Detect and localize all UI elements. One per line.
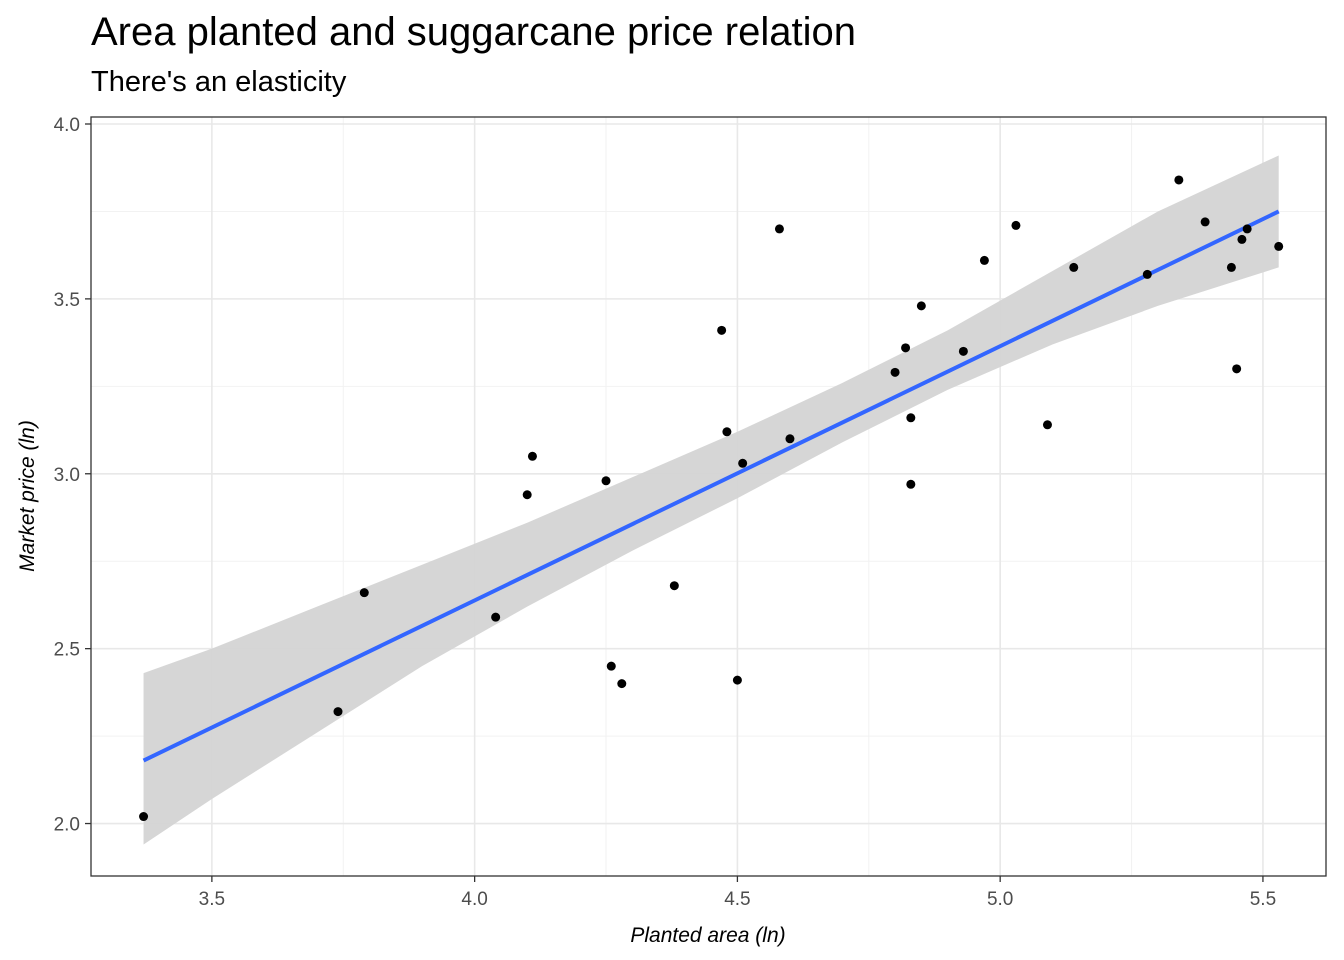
data-point (1011, 220, 1021, 230)
data-point (738, 458, 748, 468)
data-point (916, 301, 926, 311)
data-point (1232, 364, 1242, 374)
data-point (906, 413, 916, 423)
data-point (527, 451, 537, 461)
data-point (717, 325, 727, 335)
chart-title: Area planted and suggarcane price relati… (91, 10, 856, 54)
data-point (491, 612, 501, 622)
data-point (139, 812, 149, 822)
x-axis-title: Planted area (ln) (630, 924, 785, 947)
y-axis-title: Market price (ln) (16, 420, 39, 572)
y-tick-label: 2.0 (54, 815, 80, 836)
data-point (732, 675, 742, 685)
regression-line (142, 209, 1280, 763)
y-tick-label: 3.0 (54, 465, 80, 486)
data-point (522, 490, 532, 500)
data-point (1200, 217, 1210, 227)
data-point (1226, 262, 1236, 272)
data-point (359, 588, 369, 598)
data-point (958, 346, 968, 356)
plot-panel-border (90, 116, 1327, 877)
data-point (979, 255, 989, 265)
x-axis-ticks: 3.5 4.0 4.5 5.0 5.5 (199, 876, 1276, 910)
data-point (1174, 175, 1184, 185)
data-point (722, 427, 732, 437)
data-point (774, 224, 784, 234)
x-tick-label: 5.5 (1250, 889, 1276, 910)
data-point (601, 476, 611, 486)
x-tick-label: 4.0 (461, 889, 487, 910)
chart-subtitle: There's an elasticity (91, 66, 347, 98)
data-point (1242, 224, 1252, 234)
data-point (669, 581, 679, 591)
y-tick-label: 3.5 (54, 290, 80, 311)
data-point (1237, 234, 1247, 244)
data-point (617, 679, 627, 689)
data-point (1142, 269, 1152, 279)
confidence-band (143, 155, 1279, 845)
data-point (901, 343, 911, 353)
data-point (333, 707, 343, 717)
data-point (1274, 241, 1284, 251)
data-point (785, 434, 795, 444)
data-point (1042, 420, 1052, 430)
y-tick-label: 2.5 (54, 640, 80, 661)
x-tick-label: 5.0 (987, 889, 1013, 910)
data-point (606, 661, 616, 671)
data-points (139, 175, 1284, 822)
data-point (906, 479, 916, 489)
y-axis-ticks: 2.0 2.5 3.0 3.5 4.0 (54, 115, 91, 836)
x-tick-label: 4.5 (724, 889, 750, 910)
y-tick-label: 4.0 (54, 115, 80, 136)
data-point (890, 367, 900, 377)
x-tick-label: 3.5 (199, 889, 225, 910)
data-point (1069, 262, 1079, 272)
